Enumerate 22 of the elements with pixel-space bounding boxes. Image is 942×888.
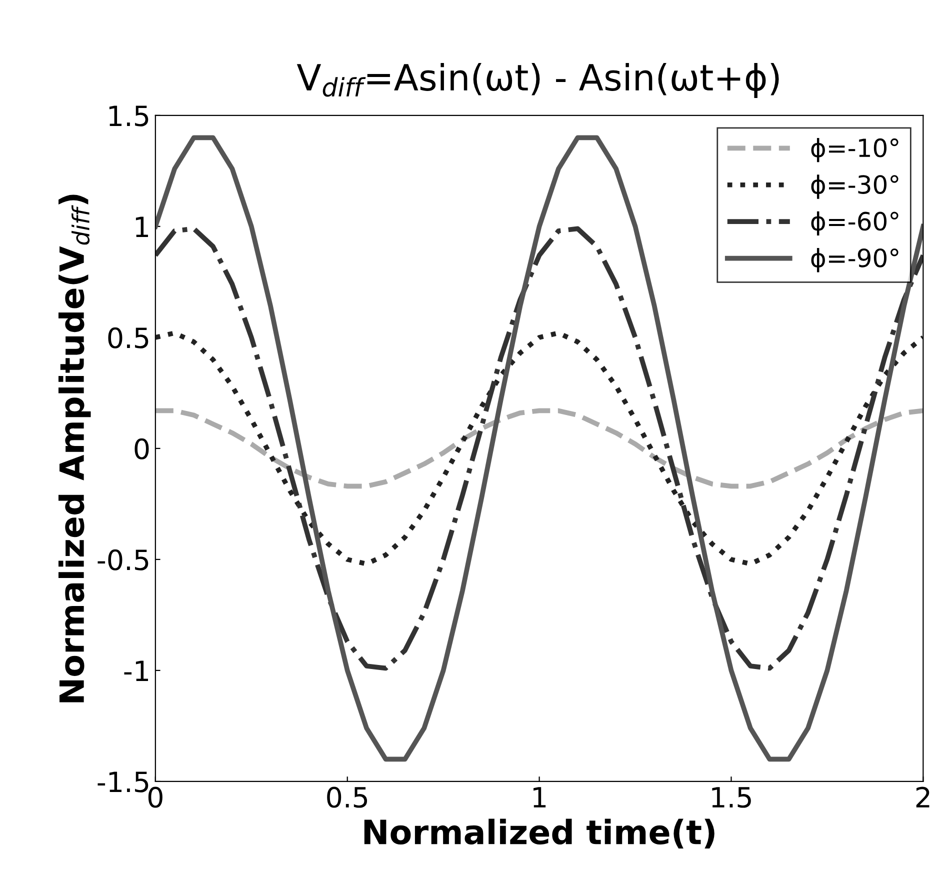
legend-label: ϕ=-10° — [811, 138, 898, 162]
y-tick-label: 0 — [134, 438, 149, 460]
y-tick-label: 1 — [136, 216, 148, 237]
x-tick-label: 0.5 — [327, 786, 368, 808]
y-tick-label: -1 — [124, 660, 148, 681]
x-tick-label: 1.5 — [712, 787, 751, 808]
y-tick-label: 0.5 — [108, 327, 148, 348]
legend-label: ϕ=-60° — [811, 211, 898, 236]
legend-label: ϕ=-90° — [811, 248, 898, 272]
line-series — [155, 408, 924, 489]
chart-title: V$_{diff}$=Asin(ωt) - Asin(ωt+ϕ) — [296, 62, 779, 98]
legend-label: ϕ=-30° — [811, 174, 898, 199]
x-axis-title: Normalized time(t) — [364, 818, 714, 848]
x-tick-label: 0 — [148, 786, 162, 808]
x-tick-label: 1 — [534, 787, 546, 808]
y-tick-label: -1.5 — [98, 772, 148, 792]
y-tick-label: 1.5 — [109, 106, 148, 126]
y-tick-label: -0.5 — [98, 549, 148, 570]
line-series — [155, 330, 924, 566]
line-series — [155, 135, 924, 762]
y-axis-title: Normalized Amplitude(V$_{diff}$) — [58, 194, 91, 702]
x-tick-label: 2 — [916, 786, 930, 808]
